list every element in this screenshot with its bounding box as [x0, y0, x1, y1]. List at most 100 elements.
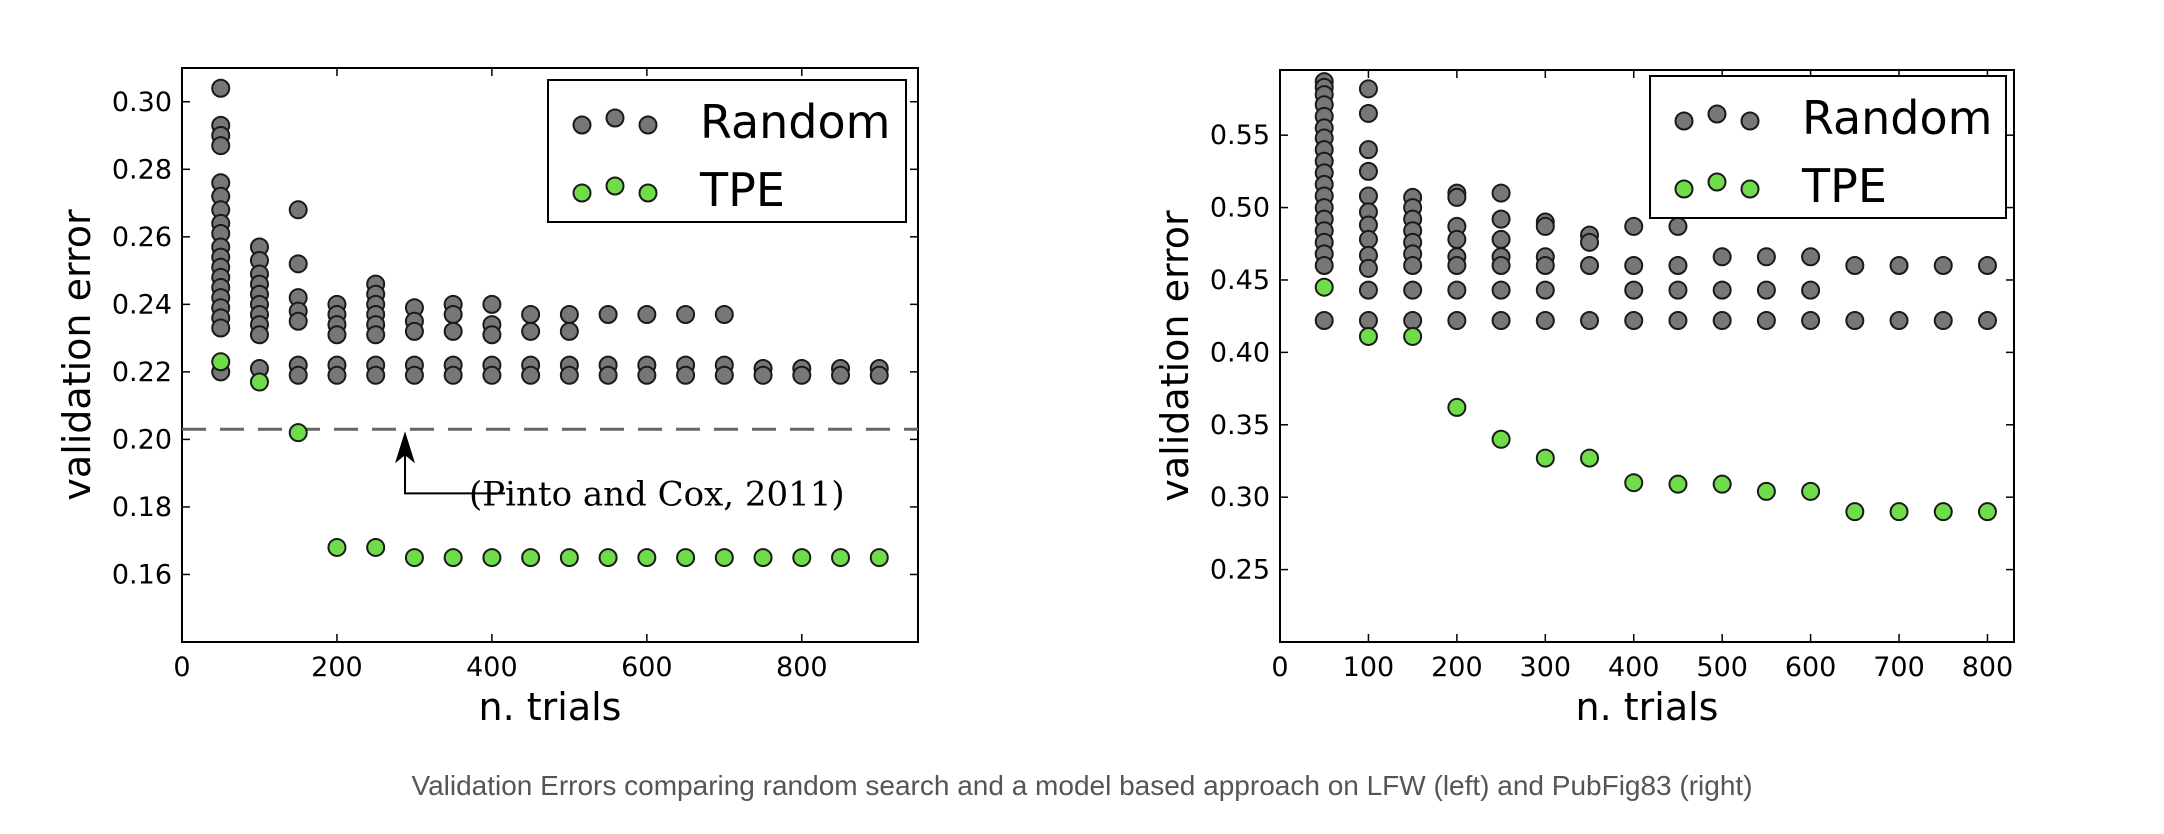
data-point-random — [1712, 280, 1732, 300]
legend: Random TPE — [1649, 75, 2007, 219]
data-point-random — [1491, 311, 1511, 331]
data-point-random — [1712, 311, 1732, 331]
data-point-random — [1358, 140, 1378, 160]
x-axis-label: n. trials — [1576, 685, 1719, 729]
data-point-random — [1403, 280, 1423, 300]
data-point-random — [1447, 187, 1467, 207]
data-point-random — [1889, 311, 1909, 331]
data-point-tpe — [443, 548, 463, 568]
data-point-random — [288, 200, 308, 220]
data-point-tpe — [211, 352, 231, 372]
data-point-random — [1756, 311, 1776, 331]
data-point-random — [598, 365, 618, 385]
legend-marker-tpe — [572, 183, 592, 203]
data-point-random — [404, 321, 424, 341]
data-point-random — [1977, 311, 1997, 331]
data-point-random — [1358, 103, 1378, 123]
legend-marker-tpe — [1707, 172, 1727, 192]
data-point-random — [1580, 311, 1600, 331]
annotation-arrow-head — [395, 431, 415, 464]
data-point-random — [1668, 216, 1688, 236]
x-tick-label: 0 — [173, 652, 190, 683]
data-point-random — [1447, 280, 1467, 300]
legend-marker-tpe — [638, 183, 658, 203]
data-point-tpe — [1403, 326, 1423, 346]
data-point-tpe — [366, 537, 386, 557]
data-point-random — [1580, 255, 1600, 275]
data-point-random — [1580, 232, 1600, 252]
y-tick-label: 0.18 — [112, 492, 172, 523]
data-point-random — [792, 365, 812, 385]
legend-marker-tpe — [605, 176, 625, 196]
data-point-tpe — [714, 548, 734, 568]
data-point-random — [288, 365, 308, 385]
data-point-tpe — [1889, 502, 1909, 522]
data-point-random — [482, 365, 502, 385]
data-point-random — [1845, 255, 1865, 275]
data-point-random — [1933, 311, 1953, 331]
x-tick-label: 500 — [1696, 652, 1748, 683]
y-axis-label: validation error — [1153, 210, 1197, 502]
x-tick-label: 200 — [1431, 652, 1483, 683]
data-point-random — [211, 78, 231, 98]
data-point-random — [1801, 311, 1821, 331]
data-point-random — [482, 294, 502, 314]
data-point-random — [1712, 247, 1732, 267]
data-point-tpe — [404, 548, 424, 568]
x-tick-label: 400 — [1608, 652, 1660, 683]
data-point-random — [637, 365, 657, 385]
data-point-tpe — [676, 548, 696, 568]
data-point-random — [559, 304, 579, 324]
data-point-tpe — [327, 537, 347, 557]
x-axis-label: n. trials — [479, 685, 622, 729]
data-point-random — [676, 365, 696, 385]
data-point-random — [327, 325, 347, 345]
data-point-random — [559, 365, 579, 385]
y-tick-label: 0.30 — [112, 87, 172, 118]
data-point-random — [482, 325, 502, 345]
data-point-random — [831, 365, 851, 385]
data-point-random — [1756, 247, 1776, 267]
legend-box — [1649, 75, 2007, 219]
plot-frame — [181, 67, 919, 643]
y-tick-label: 0.25 — [1210, 555, 1270, 586]
y-tick-label: 0.40 — [1210, 337, 1270, 368]
data-point-random — [1845, 311, 1865, 331]
data-point-random — [1358, 186, 1378, 206]
data-point-tpe — [1580, 448, 1600, 468]
data-point-random — [1977, 255, 1997, 275]
data-point-random — [1491, 209, 1511, 229]
data-point-random — [1933, 255, 1953, 275]
legend-marker-random — [638, 115, 658, 135]
data-point-random — [521, 304, 541, 324]
y-tick-label: 0.20 — [112, 424, 172, 455]
y-tick-label: 0.22 — [112, 357, 172, 388]
data-point-random — [1624, 255, 1644, 275]
data-point-tpe — [598, 548, 618, 568]
data-point-tpe — [1756, 481, 1776, 501]
data-point-random — [1447, 311, 1467, 331]
data-point-tpe — [559, 548, 579, 568]
data-point-random — [521, 321, 541, 341]
data-point-random — [1801, 280, 1821, 300]
data-point-random — [1491, 255, 1511, 275]
series-random — [1314, 72, 1997, 331]
data-point-random — [288, 254, 308, 274]
data-point-random — [211, 318, 231, 338]
y-tick-label: 0.30 — [1210, 482, 1270, 513]
x-tick-label: 800 — [1962, 652, 2014, 683]
data-point-random — [714, 304, 734, 324]
chart-panel-2: 0 100 200 300 400 500 600 700 800 0.25 0.30 0.35 0.4… — [1153, 69, 2015, 729]
data-point-random — [1624, 311, 1644, 331]
legend-marker-tpe — [1674, 179, 1694, 199]
data-point-tpe — [1845, 502, 1865, 522]
data-point-random — [753, 365, 773, 385]
y-axis-label: validation error — [55, 209, 99, 501]
series-tpe — [1314, 277, 1997, 522]
data-point-random — [1358, 311, 1378, 331]
legend-label-random: Random — [1802, 91, 1992, 145]
legend-marker-tpe — [1740, 179, 1760, 199]
data-point-random — [211, 136, 231, 156]
legend-marker-random — [1674, 111, 1694, 131]
data-point-tpe — [249, 372, 269, 392]
